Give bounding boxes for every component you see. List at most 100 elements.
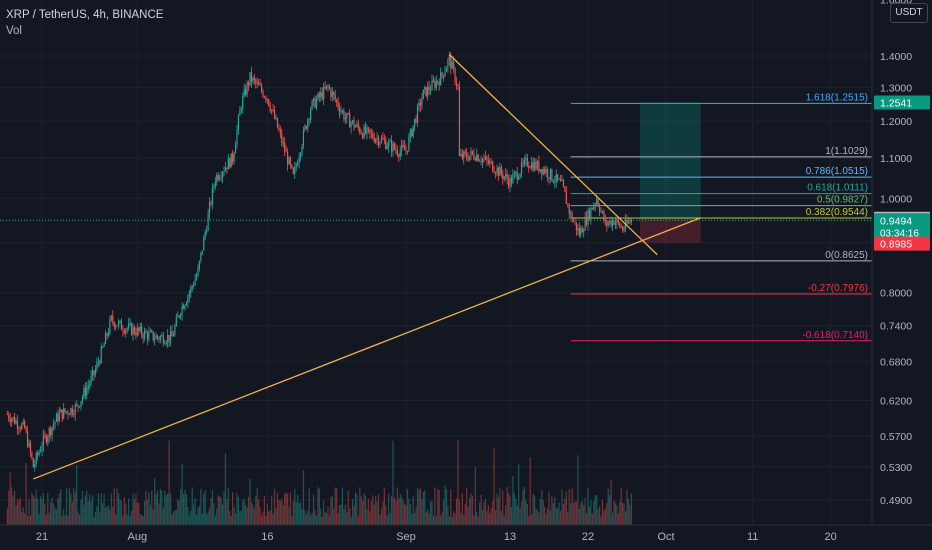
volume-bar bbox=[377, 494, 380, 525]
volume-bar bbox=[568, 488, 570, 525]
volume-bar bbox=[610, 480, 612, 525]
candle-body bbox=[593, 205, 595, 210]
volume-bar bbox=[336, 488, 338, 525]
volume-bar bbox=[106, 506, 108, 525]
grid bbox=[0, 0, 872, 525]
volume-bar bbox=[474, 467, 476, 525]
volume-bar bbox=[96, 505, 98, 525]
candle-body bbox=[38, 451, 40, 456]
volume-bar bbox=[63, 509, 65, 525]
candle-body bbox=[623, 228, 625, 231]
volume-bar bbox=[83, 504, 85, 525]
volume-bar bbox=[16, 499, 19, 525]
volume-bar bbox=[169, 493, 172, 525]
volume-bar bbox=[90, 501, 92, 525]
volume-bar bbox=[607, 488, 609, 525]
candle-body bbox=[278, 127, 280, 131]
candle-body bbox=[255, 79, 257, 84]
candle-body bbox=[325, 85, 328, 89]
volume-bar bbox=[518, 464, 520, 525]
volume-bar bbox=[437, 488, 439, 525]
volume-bar bbox=[611, 512, 614, 525]
volume-bar bbox=[395, 500, 397, 525]
candle-body bbox=[16, 420, 19, 429]
volume-bar bbox=[476, 511, 478, 525]
candle-body bbox=[513, 172, 515, 175]
symbol-title[interactable]: XRP / TetherUS, 4h, BINANCE bbox=[6, 9, 164, 21]
candle-body bbox=[81, 396, 84, 402]
candle-body bbox=[200, 252, 202, 261]
candle-body bbox=[606, 220, 608, 226]
candle-body bbox=[58, 412, 60, 422]
candle-body bbox=[26, 431, 29, 447]
candle-body bbox=[577, 228, 579, 231]
candle-body bbox=[266, 99, 268, 101]
volume-bar bbox=[422, 491, 424, 525]
candle-body bbox=[432, 80, 435, 82]
price-badge-label: 0.9494 bbox=[880, 215, 912, 227]
volume-bar bbox=[237, 497, 240, 525]
volume-indicator-label[interactable]: Vol bbox=[6, 25, 22, 37]
volume-bar bbox=[255, 496, 257, 525]
candle-body bbox=[86, 387, 88, 396]
candle-body bbox=[428, 86, 430, 91]
volume-bar bbox=[203, 493, 205, 525]
candle-body bbox=[434, 81, 436, 88]
candle-body bbox=[48, 428, 50, 438]
volume-bar bbox=[263, 495, 266, 525]
volume-bar bbox=[285, 492, 287, 525]
candle-body bbox=[197, 268, 199, 276]
volume-bar bbox=[561, 489, 563, 525]
candle-body bbox=[77, 404, 79, 407]
volume-bar bbox=[262, 511, 264, 525]
volume-bar bbox=[11, 487, 13, 525]
candle-body bbox=[213, 186, 215, 188]
candle-body bbox=[346, 113, 348, 119]
candle-body bbox=[29, 442, 32, 453]
volume-bar bbox=[214, 515, 216, 525]
volume-bar bbox=[221, 504, 224, 525]
volume-bar bbox=[347, 490, 349, 525]
volume-bar bbox=[297, 494, 299, 525]
candle-body bbox=[172, 334, 175, 337]
candle-body bbox=[130, 323, 133, 335]
volume-bar bbox=[126, 514, 128, 525]
candle-body bbox=[236, 129, 238, 145]
volume-bar bbox=[613, 500, 615, 525]
volume-bar bbox=[565, 491, 567, 525]
volume-bar bbox=[596, 494, 598, 525]
candle-body bbox=[65, 411, 68, 413]
candle-body bbox=[223, 171, 225, 173]
volume-bar bbox=[510, 507, 513, 525]
volume-bar bbox=[544, 506, 546, 525]
volume-bar bbox=[622, 503, 624, 525]
candle-body bbox=[520, 162, 523, 174]
volume-bar bbox=[554, 496, 556, 525]
volume-bar bbox=[164, 490, 166, 525]
volume-bar bbox=[467, 506, 469, 525]
candle-body bbox=[151, 331, 153, 332]
candle-body bbox=[590, 207, 592, 220]
candle-body bbox=[74, 404, 76, 415]
volume-bar bbox=[481, 510, 484, 525]
candle-body bbox=[182, 305, 185, 309]
volume-bar bbox=[531, 514, 533, 525]
volume-bar bbox=[34, 498, 36, 525]
candle-body bbox=[51, 427, 53, 435]
candle-body bbox=[117, 321, 120, 326]
candle-body bbox=[317, 93, 319, 100]
volume-bar bbox=[298, 503, 300, 525]
volume-bar bbox=[187, 506, 189, 525]
candle-body bbox=[307, 119, 309, 129]
candle-body bbox=[154, 339, 156, 341]
volume-bar bbox=[340, 504, 342, 525]
currency-button[interactable]: USDT bbox=[890, 3, 928, 23]
y-tick-label: 1.1000 bbox=[880, 153, 912, 165]
x-tick-label: Aug bbox=[128, 531, 148, 543]
volume-bar bbox=[22, 507, 24, 525]
candle-body bbox=[143, 330, 146, 339]
candle-body bbox=[617, 219, 619, 223]
volume-bar bbox=[535, 508, 537, 525]
volume-bar bbox=[549, 510, 552, 525]
